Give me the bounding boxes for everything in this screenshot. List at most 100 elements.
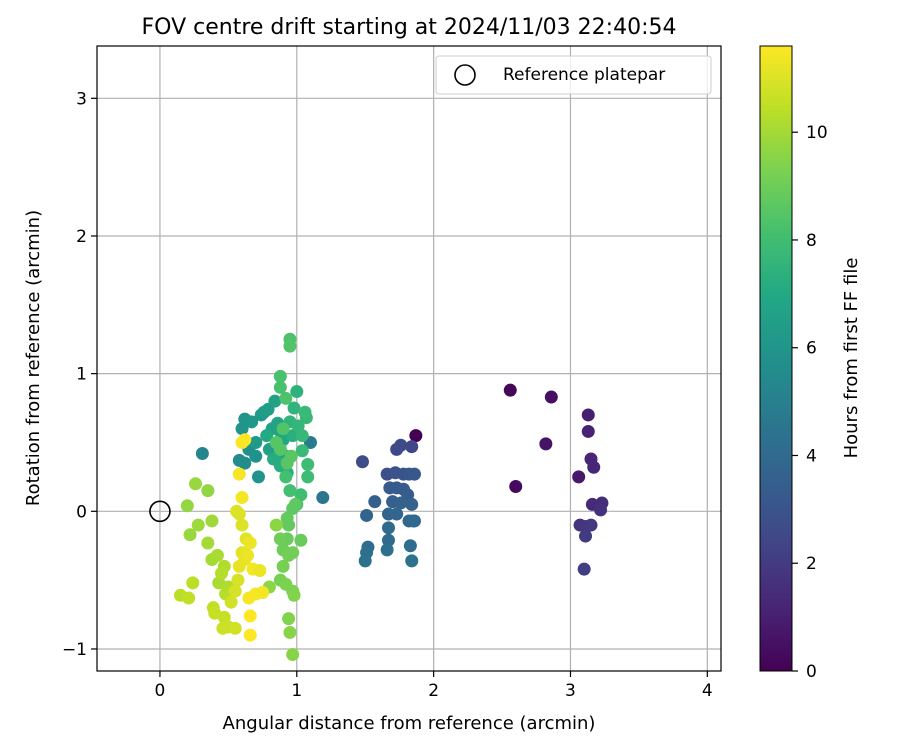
- colorbar-tick-label: 0: [806, 662, 817, 682]
- scatter-point: [503, 383, 517, 397]
- legend-marker-icon: [454, 64, 476, 86]
- scatter-point: [279, 470, 293, 484]
- scatter-point: [405, 440, 419, 454]
- scatter-point: [249, 449, 263, 463]
- scatter-point: [276, 422, 290, 436]
- x-axis-label: Angular distance from reference (arcmin): [223, 713, 596, 734]
- scatter-point: [228, 584, 242, 598]
- scatter-point: [182, 591, 196, 605]
- scatter-point: [581, 408, 595, 422]
- scatter-point: [287, 401, 301, 415]
- scatter-point: [286, 546, 300, 560]
- scatter-point: [407, 467, 421, 481]
- scatter-point: [224, 595, 238, 609]
- scatter-point: [269, 435, 283, 449]
- scatter-point: [189, 477, 203, 491]
- scatter-point: [286, 502, 300, 516]
- scatter-point: [380, 543, 394, 557]
- scatter-points: [173, 332, 609, 661]
- scatter-point: [405, 554, 419, 568]
- scatter-point: [294, 533, 308, 547]
- y-axis-ticks: −1 0 1 2 3: [62, 89, 97, 660]
- scatter-point: [381, 533, 395, 547]
- scatter-point: [581, 424, 595, 438]
- scatter-point: [284, 449, 298, 463]
- scatter-point: [390, 507, 404, 521]
- scatter-point: [301, 470, 315, 484]
- scatter-point: [283, 484, 297, 498]
- scatter-point: [245, 415, 259, 429]
- scatter-point: [368, 495, 382, 509]
- plot-area: 0 1 2 3 4 −1 0 1 2 3: [62, 45, 722, 701]
- grid-lines: [97, 46, 721, 671]
- colorbar-tick-label: 2: [806, 554, 817, 574]
- x-axis-ticks: 0 1 2 3 4: [155, 671, 713, 701]
- scatter-point: [205, 514, 219, 528]
- colorbar-tick-label: 10: [806, 123, 828, 143]
- scatter-point: [286, 429, 300, 443]
- x-tick-label: 2: [428, 681, 439, 701]
- scatter-point: [201, 536, 215, 550]
- scatter-point: [238, 433, 252, 447]
- scatter-point: [273, 380, 287, 394]
- x-tick-label: 4: [702, 681, 713, 701]
- scatter-point: [276, 559, 290, 573]
- colorbar-ticks: 0 2 4 6 8 10: [792, 123, 828, 682]
- colorbar-label: Hours from first FF file: [841, 258, 862, 459]
- scatter-point: [249, 435, 263, 449]
- legend: Reference platepar: [435, 55, 712, 95]
- y-tick-label: 0: [76, 502, 87, 522]
- scatter-point: [283, 339, 297, 353]
- scatter-point: [256, 586, 270, 600]
- legend-entry-reference: Reference platepar: [503, 65, 665, 85]
- x-tick-label: 1: [291, 681, 302, 701]
- scatter-point: [260, 429, 274, 443]
- scatter-point: [409, 429, 423, 443]
- scatter-point: [201, 484, 215, 498]
- scatter-point: [180, 499, 194, 513]
- scatter-point: [273, 369, 287, 383]
- scatter-point: [191, 518, 205, 532]
- scatter-point: [509, 480, 523, 494]
- scatter-point: [282, 518, 296, 532]
- scatter-point: [243, 536, 257, 550]
- scatter-point: [394, 438, 408, 452]
- scatter-point: [215, 566, 229, 580]
- scatter-point: [253, 564, 267, 578]
- colorbar-tick-label: 6: [806, 339, 817, 359]
- scatter-point: [183, 528, 197, 542]
- scatter-point: [594, 503, 608, 517]
- scatter-point: [235, 491, 249, 505]
- scatter-point: [279, 391, 293, 405]
- reference-platepar-marker: [149, 500, 171, 523]
- scatter-point: [273, 532, 287, 546]
- scatter-point: [243, 609, 257, 623]
- scatter-point: [587, 460, 601, 474]
- scatter-point: [381, 521, 395, 535]
- scatter-point: [210, 548, 224, 562]
- scatter-point: [231, 573, 245, 587]
- scatter-point: [186, 576, 200, 590]
- scatter-point: [579, 529, 593, 543]
- scatter-point: [298, 405, 312, 419]
- scatter-point: [269, 518, 283, 532]
- legend-box: [435, 55, 712, 95]
- scatter-point: [286, 647, 300, 661]
- scatter-point: [544, 390, 558, 404]
- y-tick-label: 3: [76, 89, 87, 109]
- scatter-point: [228, 621, 242, 635]
- scatter-point: [195, 446, 209, 460]
- scatter-point: [232, 467, 246, 481]
- scatter-point: [405, 497, 419, 511]
- colorbar-tick-label: 4: [806, 446, 817, 466]
- scatter-point: [282, 612, 296, 626]
- scatter-point: [316, 491, 330, 505]
- scatter-point: [268, 394, 282, 408]
- scatter-point: [572, 470, 586, 484]
- scatter-point: [290, 385, 304, 399]
- colorbar-gradient: [759, 45, 793, 672]
- x-tick-label: 0: [155, 681, 166, 701]
- scatter-point: [241, 548, 255, 562]
- scatter-point: [394, 496, 408, 510]
